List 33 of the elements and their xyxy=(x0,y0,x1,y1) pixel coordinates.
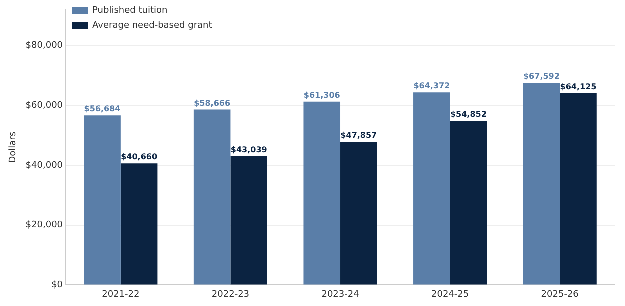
y-tick-label: $60,000 xyxy=(26,101,64,112)
y-axis-title: Dollars xyxy=(8,132,19,164)
data-label: $56,684 xyxy=(84,104,122,114)
x-tick-label: 2025-26 xyxy=(541,290,580,300)
bar xyxy=(523,83,560,285)
bar xyxy=(450,121,488,285)
y-tick-label: $40,000 xyxy=(26,160,64,171)
bar xyxy=(84,116,121,285)
x-tick-label: 2022-23 xyxy=(212,290,250,300)
bar xyxy=(340,142,378,285)
y-tick-label: $80,000 xyxy=(26,41,64,52)
bar xyxy=(304,102,341,285)
data-label: $61,306 xyxy=(304,90,341,100)
data-label: $43,039 xyxy=(230,146,268,155)
data-label: $67,592 xyxy=(523,72,560,82)
bar xyxy=(120,164,158,285)
data-label: $40,660 xyxy=(121,152,158,162)
data-label: $64,125 xyxy=(560,82,598,92)
x-tick-label: 2024-25 xyxy=(432,290,470,300)
legend-label: Published tuition xyxy=(92,6,168,16)
x-tick-label: 2023-24 xyxy=(322,290,360,300)
bar xyxy=(230,156,268,285)
data-label: $47,857 xyxy=(340,131,378,140)
bar xyxy=(414,92,450,285)
data-label: $58,666 xyxy=(194,98,231,108)
data-label: $64,372 xyxy=(414,82,450,91)
y-tick-label: $20,000 xyxy=(26,220,64,231)
bar xyxy=(194,110,231,285)
x-tick-label: 2021-22 xyxy=(102,290,140,300)
data-label: $54,852 xyxy=(450,110,487,120)
legend-label: Average need-based grant xyxy=(92,20,213,31)
y-tick-label: $0 xyxy=(52,280,64,291)
bar xyxy=(560,93,597,285)
